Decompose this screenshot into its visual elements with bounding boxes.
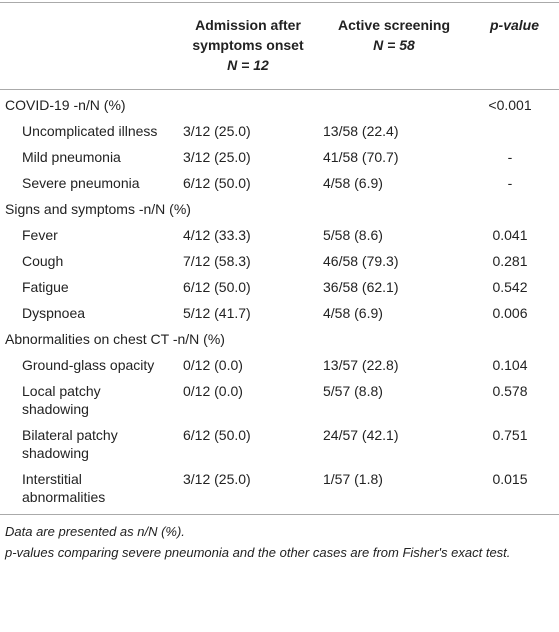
active-cell: 13/57 (22.8) bbox=[323, 357, 399, 373]
admission-cell: 3/12 (25.0) bbox=[183, 149, 251, 165]
table-row: Cough 7/12 (58.3) 46/58 (79.3) 0.281 bbox=[0, 248, 559, 274]
row-label: Local patchy shadowing bbox=[22, 383, 101, 417]
active-cell: 1/57 (1.8) bbox=[323, 471, 383, 487]
row-label: Uncomplicated illness bbox=[22, 123, 158, 139]
admission-cell: 0/12 (0.0) bbox=[183, 383, 243, 399]
header-n: N = 12 bbox=[227, 57, 269, 73]
p-value-cell bbox=[470, 196, 559, 222]
row-label: Cough bbox=[22, 253, 64, 269]
p-value-cell: 0.751 bbox=[492, 427, 528, 443]
data-table: Admission after symptoms onset N = 12 Act… bbox=[0, 2, 559, 515]
table-header: Admission after symptoms onset N = 12 Act… bbox=[0, 2, 559, 90]
section-label: Abnormalities on chest CT -n/N (%) bbox=[5, 331, 225, 347]
row-label: Dyspnoea bbox=[22, 305, 86, 321]
header-title: Admission after symptoms onset bbox=[192, 17, 304, 53]
active-cell: 5/58 (8.6) bbox=[323, 227, 383, 243]
p-value-cell: 0.006 bbox=[492, 305, 528, 321]
footnote: Data are presented as n/N (%). bbox=[5, 524, 185, 539]
p-value-cell: 0.041 bbox=[492, 227, 528, 243]
p-value-cell bbox=[470, 118, 559, 144]
header-cell: Admission after symptoms onset N = 12 bbox=[178, 3, 318, 90]
table-row: Interstitial abnormalities 3/12 (25.0) 1/5… bbox=[0, 466, 559, 515]
row-label: Interstitial abnormalities bbox=[22, 471, 106, 505]
header-title: Active screening bbox=[337, 17, 451, 33]
active-cell: 4/58 (6.9) bbox=[323, 305, 383, 321]
table-row: Mild pneumonia 3/12 (25.0) 41/58 (70.7) - bbox=[0, 144, 559, 170]
row-label: Ground-glass opacity bbox=[22, 357, 155, 373]
row-label: Mild pneumonia bbox=[22, 149, 121, 165]
table-row: Fever 4/12 (33.3) 5/58 (8.6) 0.041 bbox=[0, 222, 559, 248]
active-cell: 4/58 (6.9) bbox=[323, 175, 383, 191]
row-label: Bilateral patchy shadowing bbox=[22, 427, 118, 461]
active-cell: 46/58 (79.3) bbox=[323, 253, 399, 269]
p-value-cell: <0.001 bbox=[488, 97, 532, 113]
header-row: Admission after symptoms onset N = 12 Act… bbox=[0, 2, 559, 90]
section-label: COVID-19 -n/N (%) bbox=[5, 97, 126, 113]
admission-cell: 3/12 (25.0) bbox=[183, 471, 251, 487]
table-row: Ground-glass opacity 0/12 (0.0) 13/57 (22.… bbox=[0, 352, 559, 378]
p-value-cell: 0.015 bbox=[492, 471, 528, 487]
table-row: Signs and symptoms -n/N (%) bbox=[0, 196, 559, 222]
admission-cell: 4/12 (33.3) bbox=[183, 227, 251, 243]
p-value-cell: 0.281 bbox=[492, 253, 528, 269]
table-row: Abnormalities on chest CT -n/N (%) bbox=[0, 326, 559, 352]
admission-cell: 6/12 (50.0) bbox=[183, 279, 251, 295]
row-label: Fatigue bbox=[22, 279, 69, 295]
p-value-cell: - bbox=[507, 175, 513, 191]
p-value-cell: - bbox=[507, 149, 513, 165]
p-value-cell: 0.578 bbox=[492, 383, 528, 399]
admission-cell: 0/12 (0.0) bbox=[183, 357, 243, 373]
admission-cell: 6/12 (50.0) bbox=[183, 427, 251, 443]
table-row: Bilateral patchy shadowing 6/12 (50.0) 24/… bbox=[0, 422, 559, 466]
active-cell: 5/57 (8.8) bbox=[323, 383, 383, 399]
admission-cell: 7/12 (58.3) bbox=[183, 253, 251, 269]
active-cell: 36/58 (62.1) bbox=[323, 279, 399, 295]
table-body: COVID-19 -n/N (%) <0.001 Uncomplicated ill… bbox=[0, 90, 559, 515]
section-label: Signs and symptoms -n/N (%) bbox=[5, 201, 191, 217]
active-cell: 41/58 (70.7) bbox=[323, 149, 399, 165]
p-value-cell: 0.104 bbox=[492, 357, 528, 373]
header-cell: p-value bbox=[489, 17, 539, 33]
table-row: Uncomplicated illness 3/12 (25.0) 13/58 (2… bbox=[0, 118, 559, 144]
admission-cell: 6/12 (50.0) bbox=[183, 175, 251, 191]
active-cell: 13/58 (22.4) bbox=[323, 123, 399, 139]
table-row: Dyspnoea 5/12 (41.7) 4/58 (6.9) 0.006 bbox=[0, 300, 559, 326]
header-n: N = 58 bbox=[373, 37, 415, 53]
footnotes: Data are presented as n/N (%). p-values c… bbox=[0, 521, 559, 563]
table-row: Local patchy shadowing 0/12 (0.0) 5/57 (8.… bbox=[0, 378, 559, 422]
table-row: Fatigue 6/12 (50.0) 36/58 (62.1) 0.542 bbox=[0, 274, 559, 300]
active-cell: 24/57 (42.1) bbox=[323, 427, 399, 443]
admission-cell: 3/12 (25.0) bbox=[183, 123, 251, 139]
row-label: Fever bbox=[22, 227, 58, 243]
row-label: Severe pneumonia bbox=[22, 175, 140, 191]
table-row: Severe pneumonia 6/12 (50.0) 4/58 (6.9) - bbox=[0, 170, 559, 196]
footnote: p-values comparing severe pneumonia and … bbox=[5, 545, 511, 560]
table-row: COVID-19 -n/N (%) <0.001 bbox=[0, 90, 559, 119]
p-value-cell bbox=[470, 326, 559, 352]
admission-cell: 5/12 (41.7) bbox=[183, 305, 251, 321]
p-value-cell: 0.542 bbox=[492, 279, 528, 295]
header-cell: Active screening N = 58 bbox=[318, 3, 470, 90]
header-blank bbox=[0, 3, 178, 90]
